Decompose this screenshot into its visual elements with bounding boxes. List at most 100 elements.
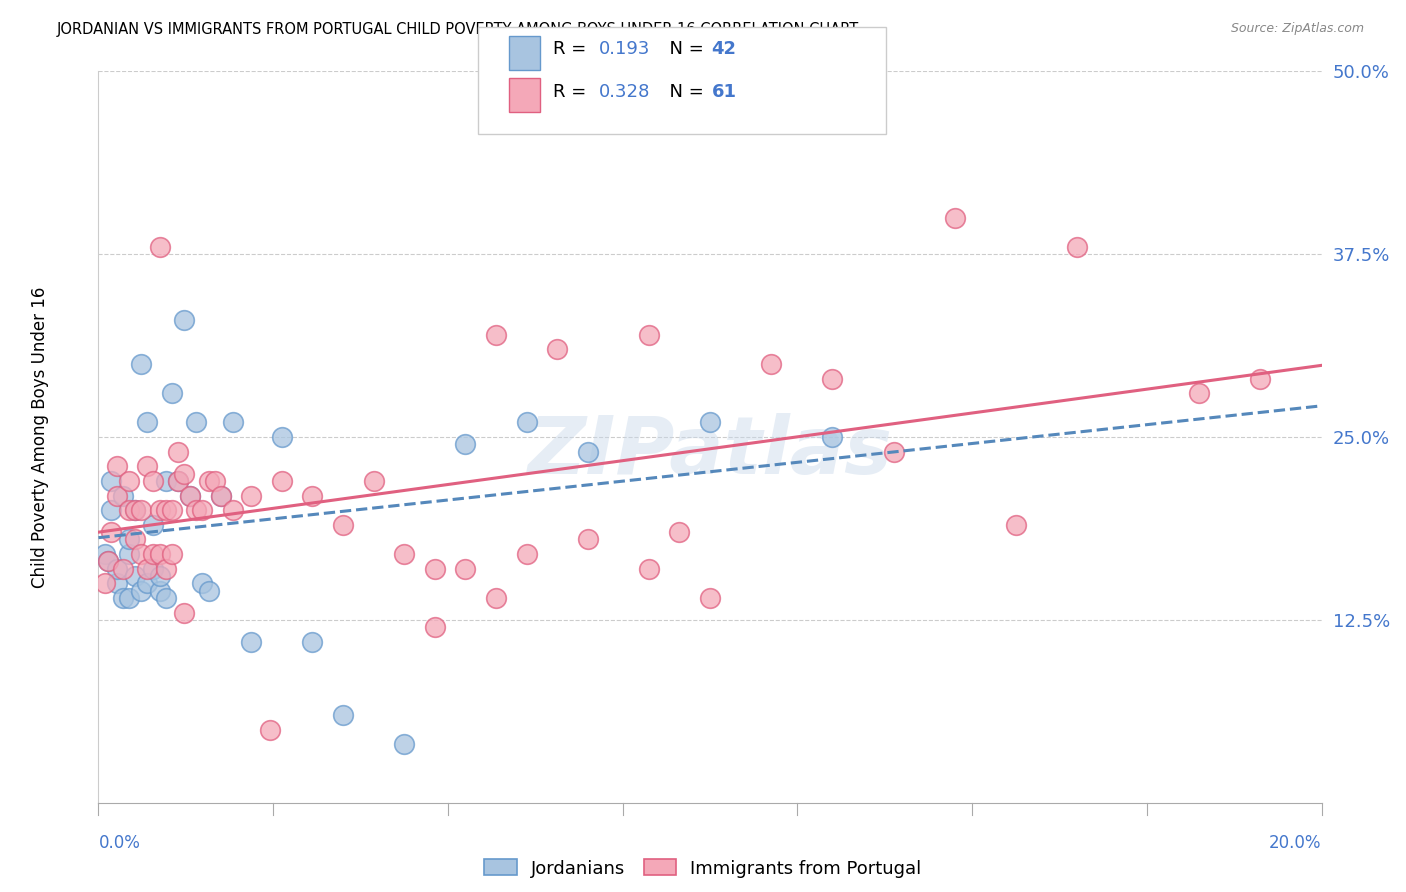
Point <box>943 211 966 225</box>
Point <box>105 459 128 474</box>
Point <box>160 547 183 561</box>
Point <box>124 503 146 517</box>
Point <box>155 562 177 576</box>
Point <box>142 517 165 532</box>
Point <box>191 576 214 591</box>
Point <box>149 240 172 254</box>
Y-axis label: Child Poverty Among Boys Under 16: Child Poverty Among Boys Under 16 <box>31 286 49 588</box>
Point <box>301 635 323 649</box>
Point <box>118 547 141 561</box>
Point <box>259 723 281 737</box>
Point <box>516 416 538 430</box>
Point <box>149 569 172 583</box>
Point <box>270 474 294 488</box>
Point <box>149 583 172 598</box>
Point <box>155 503 177 517</box>
Point <box>97 554 120 568</box>
Point <box>222 416 245 430</box>
Text: R =: R = <box>553 83 592 101</box>
Point <box>118 533 141 547</box>
Point <box>392 547 416 561</box>
Point <box>270 430 294 444</box>
Point <box>118 591 141 605</box>
Point <box>129 503 152 517</box>
Point <box>454 562 477 576</box>
Point <box>173 313 195 327</box>
Point <box>240 489 263 503</box>
Point <box>93 547 115 561</box>
Point <box>197 583 219 598</box>
Point <box>240 635 263 649</box>
Point <box>546 343 568 357</box>
Point <box>149 547 172 561</box>
Text: JORDANIAN VS IMMIGRANTS FROM PORTUGAL CHILD POVERTY AMONG BOYS UNDER 16 CORRELAT: JORDANIAN VS IMMIGRANTS FROM PORTUGAL CH… <box>56 22 859 37</box>
Point <box>160 503 183 517</box>
Point <box>105 576 128 591</box>
Point <box>186 416 208 430</box>
Point <box>197 474 219 488</box>
Point <box>173 467 195 481</box>
Point <box>638 562 661 576</box>
Point <box>124 569 146 583</box>
Point <box>97 554 120 568</box>
Point <box>136 562 159 576</box>
Point <box>485 327 508 342</box>
Point <box>142 547 165 561</box>
Text: R =: R = <box>553 40 592 58</box>
Point <box>167 444 190 458</box>
Text: 61: 61 <box>711 83 737 101</box>
Point <box>167 474 190 488</box>
Point <box>209 489 232 503</box>
Point <box>576 444 599 458</box>
Point <box>392 737 416 751</box>
Point <box>179 489 201 503</box>
Point <box>204 474 226 488</box>
Point <box>423 562 446 576</box>
Text: N =: N = <box>658 40 710 58</box>
Point <box>111 562 134 576</box>
Point <box>191 503 214 517</box>
Point <box>638 327 661 342</box>
Point <box>821 430 844 444</box>
Text: N =: N = <box>658 83 710 101</box>
Point <box>516 547 538 561</box>
Point <box>118 503 141 517</box>
Text: ZIPatlas: ZIPatlas <box>527 413 893 491</box>
Text: 0.0%: 0.0% <box>98 834 141 852</box>
Point <box>1188 386 1211 401</box>
Legend: Jordanians, Immigrants from Portugal: Jordanians, Immigrants from Portugal <box>479 854 927 883</box>
Point <box>136 459 159 474</box>
Point <box>111 489 134 503</box>
Point <box>129 357 152 371</box>
Point <box>668 525 690 540</box>
Point <box>186 503 208 517</box>
Point <box>821 371 844 385</box>
Point <box>142 474 165 488</box>
Point <box>423 620 446 634</box>
Point <box>124 533 146 547</box>
Point <box>332 708 354 723</box>
Point <box>332 517 354 532</box>
Point <box>454 437 477 451</box>
Text: 0.193: 0.193 <box>599 40 651 58</box>
Point <box>149 503 172 517</box>
Point <box>93 576 115 591</box>
Point <box>129 583 152 598</box>
Point <box>100 525 122 540</box>
Point <box>761 357 783 371</box>
Point <box>1066 240 1088 254</box>
Text: Source: ZipAtlas.com: Source: ZipAtlas.com <box>1230 22 1364 36</box>
Point <box>699 591 721 605</box>
Point <box>129 547 152 561</box>
Text: 42: 42 <box>711 40 737 58</box>
Point <box>160 386 183 401</box>
Point <box>222 503 245 517</box>
Point <box>100 503 122 517</box>
Point <box>105 489 128 503</box>
Point <box>124 503 146 517</box>
Point <box>485 591 508 605</box>
Point <box>105 562 128 576</box>
Point <box>142 562 165 576</box>
Point <box>118 474 141 488</box>
Point <box>136 576 159 591</box>
